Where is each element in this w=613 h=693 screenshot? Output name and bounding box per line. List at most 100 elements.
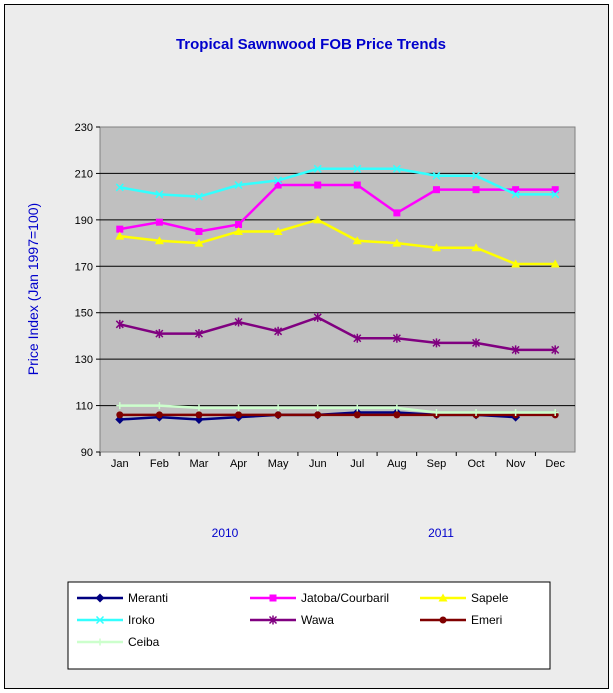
data-point-wawa xyxy=(274,326,283,336)
y-tick-label: 110 xyxy=(75,401,93,413)
y-tick-label: 210 xyxy=(75,168,93,180)
data-point-wawa xyxy=(551,345,560,355)
y-tick-label: 170 xyxy=(75,261,93,273)
data-point-iroko xyxy=(194,192,203,201)
year-label-2010: 2010 xyxy=(212,526,239,540)
legend-marker xyxy=(96,638,104,646)
legend-item-wawa: Wawa xyxy=(250,613,334,627)
x-tick-label: Apr xyxy=(230,458,247,470)
chart-container: Tropical Sawnwood FOB Price Trends 90 110… xyxy=(4,4,609,689)
series-iroko xyxy=(115,164,560,201)
y-tick-label: 150 xyxy=(75,308,93,320)
data-point-wawa xyxy=(115,319,124,329)
legend-label: Emeri xyxy=(471,613,502,627)
data-point-jatoba-courbaril xyxy=(116,225,124,233)
legend-marker xyxy=(268,615,278,625)
data-point-jatoba-courbaril xyxy=(472,186,480,194)
x-tick-label: Oct xyxy=(467,458,484,470)
series-line-iroko xyxy=(119,167,556,198)
data-point-wawa xyxy=(432,338,441,348)
data-point-sapele xyxy=(550,259,560,268)
plot-area xyxy=(99,126,576,453)
legend-label: Ceiba xyxy=(128,635,160,649)
series-line-wawa xyxy=(119,315,556,352)
series-ceiba xyxy=(116,402,559,417)
legend-label: Iroko xyxy=(128,613,155,627)
data-point-iroko xyxy=(392,164,401,173)
legend-marker xyxy=(438,593,448,602)
data-point-iroko xyxy=(313,164,322,173)
data-point-ceiba xyxy=(551,409,559,417)
x-axis-ticks: Jan Feb Mar Apr May Jun Jul Aug Sep Oct Nov Dec xyxy=(99,452,565,470)
legend-label: Wawa xyxy=(301,613,334,627)
legend-marker xyxy=(95,593,105,603)
data-point-sapele xyxy=(431,243,441,252)
x-tick-label: Mar xyxy=(189,458,208,470)
y-tick-label: 230 xyxy=(75,122,93,134)
data-point-emeri xyxy=(393,411,401,419)
data-point-wawa xyxy=(194,329,203,339)
y-axis-label: Price Index (Jan 1997=100) xyxy=(25,203,41,375)
data-point-jatoba-courbaril xyxy=(432,186,440,194)
series-line-sapele xyxy=(119,218,556,266)
legend-label: Jatoba/Courbaril xyxy=(301,591,389,605)
series-jatoba-courbaril xyxy=(116,181,559,235)
legend-marker xyxy=(439,616,447,624)
data-point-ceiba xyxy=(195,404,203,412)
legend-item-sapele: Sapele xyxy=(420,591,509,605)
data-point-sapele xyxy=(313,215,323,224)
data-point-jatoba-courbaril xyxy=(235,221,243,228)
data-point-wawa xyxy=(155,329,164,339)
data-point-iroko xyxy=(353,164,362,173)
data-point-sapele xyxy=(511,259,521,268)
y-tick-label: 190 xyxy=(75,215,93,227)
series-sapele xyxy=(115,215,560,268)
y-tick-label: 90 xyxy=(81,447,93,459)
legend-item-meranti: Meranti xyxy=(77,591,168,605)
data-point-emeri xyxy=(314,411,322,419)
data-point-emeri xyxy=(353,411,361,419)
year-label-2011: 2011 xyxy=(428,526,454,540)
data-point-ceiba xyxy=(116,402,124,410)
data-point-jatoba-courbaril xyxy=(274,181,282,189)
line-chart: Tropical Sawnwood FOB Price Trends 90 110… xyxy=(25,36,576,670)
legend-box xyxy=(67,581,551,670)
series-line-jatoba-courbaril xyxy=(119,183,556,233)
data-point-jatoba-courbaril xyxy=(155,218,163,226)
data-point-sapele xyxy=(234,226,244,235)
data-point-sapele xyxy=(115,231,125,240)
legend-item-jatoba-courbaril: Jatoba/Courbaril xyxy=(250,591,389,605)
data-point-jatoba-courbaril xyxy=(393,209,401,217)
data-point-ceiba xyxy=(274,404,282,412)
data-point-wawa xyxy=(472,338,481,348)
data-point-ceiba xyxy=(155,402,163,410)
data-point-sapele xyxy=(273,226,283,235)
legend-label: Sapele xyxy=(471,591,509,605)
data-point-emeri xyxy=(195,411,203,419)
data-point-iroko xyxy=(155,190,164,199)
data-point-iroko xyxy=(472,171,481,180)
data-point-iroko xyxy=(234,181,243,190)
data-point-wawa xyxy=(353,333,362,343)
data-point-jatoba-courbaril xyxy=(353,181,361,189)
x-tick-label: May xyxy=(268,458,289,470)
series-wawa xyxy=(115,312,560,355)
data-point-ceiba xyxy=(512,409,520,417)
x-tick-label: Aug xyxy=(387,458,407,470)
data-point-jatoba-courbaril xyxy=(195,227,203,235)
data-point-emeri xyxy=(235,411,243,419)
data-point-emeri xyxy=(116,411,124,419)
data-point-ceiba xyxy=(353,404,361,412)
data-point-ceiba xyxy=(314,404,322,412)
legend-item-ceiba: Ceiba xyxy=(77,635,160,649)
series-group xyxy=(115,164,560,424)
legend-marker xyxy=(269,594,277,602)
data-point-wawa xyxy=(234,317,243,327)
data-point-iroko xyxy=(551,190,560,199)
legend-item-emeri: Emeri xyxy=(420,613,502,627)
data-point-jatoba-courbaril xyxy=(551,186,559,194)
data-point-emeri xyxy=(274,411,282,419)
data-point-sapele xyxy=(471,243,481,252)
data-point-sapele xyxy=(154,236,164,245)
data-point-iroko xyxy=(115,183,124,192)
